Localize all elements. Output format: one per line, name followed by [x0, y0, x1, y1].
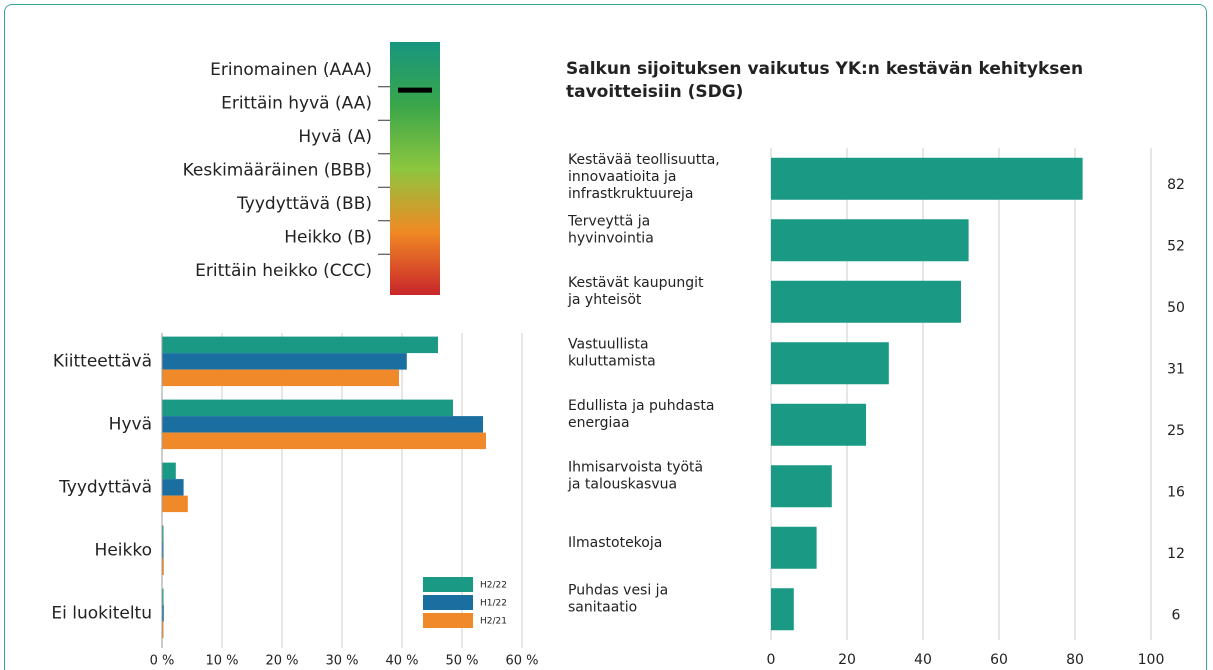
x-tick-label: 40 [914, 652, 932, 668]
rating-label: Keskimääräinen (BBB) [183, 161, 372, 181]
bar [162, 479, 184, 496]
bar [162, 399, 453, 417]
legend-swatch [423, 613, 473, 628]
value-label: 16 [1167, 484, 1185, 500]
category-label: innovaatioita ja [568, 169, 676, 185]
category-label: infrastkruktuureja [568, 186, 693, 202]
x-tick-label: 50 % [445, 654, 478, 669]
category-label: Ilmastotekoja [568, 535, 662, 551]
bar [771, 403, 866, 446]
rating-gradient [390, 42, 440, 295]
bar [771, 465, 832, 508]
bar [771, 588, 794, 631]
bar [162, 369, 399, 387]
x-tick-label: 0 % [150, 654, 175, 669]
x-tick-label: 20 % [265, 654, 298, 669]
value-label: 31 [1167, 361, 1185, 377]
legend-label: H1/22 [480, 599, 507, 609]
bar [162, 336, 438, 354]
y-tick-label: Kiitteettävä [53, 351, 152, 371]
y-tick-label: Hyvä [109, 414, 152, 434]
category-label: hyvinvointia [568, 231, 654, 247]
bar [162, 495, 188, 513]
value-label: 12 [1167, 546, 1185, 562]
bar [162, 525, 164, 543]
legend-swatch [423, 595, 473, 610]
bar [162, 588, 164, 606]
bar [162, 605, 164, 622]
x-tick-label: 60 % [505, 654, 538, 669]
rating-label: Erittäin hyvä (AA) [221, 94, 372, 114]
x-tick-label: 60 [990, 652, 1008, 668]
x-tick-label: 0 [767, 652, 776, 668]
bar [771, 526, 817, 569]
category-label: Ihmisarvoista työtä [568, 460, 703, 476]
x-tick-label: 20 [838, 652, 856, 668]
category-label: kuluttamista [568, 354, 656, 370]
frame [4, 4, 1207, 670]
y-tick-label: Tyydyttävä [58, 477, 152, 497]
y-tick-label: Heikko [95, 540, 152, 560]
bar [162, 416, 483, 433]
rating-label: Heikko (B) [284, 228, 372, 248]
rating-label: Erinomainen (AAA) [210, 60, 372, 80]
y-tick-label: Ei luokiteltu [51, 603, 152, 623]
category-label: Puhdas vesi ja [568, 583, 668, 599]
category-label: Edullista ja puhdasta [568, 398, 714, 414]
category-label: Terveyttä ja [567, 214, 650, 230]
bar [162, 558, 164, 576]
legend-label: H2/22 [480, 581, 507, 591]
category-label: Vastuullista [568, 337, 649, 353]
value-label: 6 [1172, 607, 1181, 623]
bar [162, 621, 164, 639]
x-tick-label: 80 [1066, 652, 1084, 668]
bar [771, 219, 969, 262]
rating-label: Hyvä (A) [298, 127, 372, 147]
bar [162, 462, 176, 480]
x-tick-label: 40 % [385, 654, 418, 669]
value-label: 82 [1167, 177, 1185, 193]
category-label: Kestävää teollisuutta, [568, 152, 720, 168]
x-tick-label: 100 [1138, 652, 1165, 668]
value-label: 25 [1167, 423, 1185, 439]
category-label: Kestävät kaupungit [568, 275, 704, 291]
x-tick-label: 30 % [325, 654, 358, 669]
value-label: 50 [1167, 300, 1185, 316]
category-label: sanitaatio [568, 600, 637, 616]
value-label: 52 [1167, 238, 1185, 254]
rating-label: Tyydyttävä (BB) [236, 194, 372, 214]
rating-label: Erittäin heikko (CCC) [195, 261, 372, 281]
bar [771, 157, 1083, 200]
bar [162, 432, 486, 450]
chart-title: Salkun sijoituksen vaikutus YK:n kestävä… [566, 59, 1084, 102]
legend-label: H2/21 [480, 617, 507, 627]
category-label: energiaa [568, 415, 630, 431]
category-label: ja talouskasvua [567, 477, 677, 493]
legend-swatch [423, 577, 473, 592]
bar [771, 342, 889, 385]
bar [771, 280, 961, 323]
category-label: ja yhteisöt [567, 292, 642, 308]
bar [162, 542, 164, 559]
bar [162, 353, 407, 370]
x-tick-label: 10 % [205, 654, 238, 669]
